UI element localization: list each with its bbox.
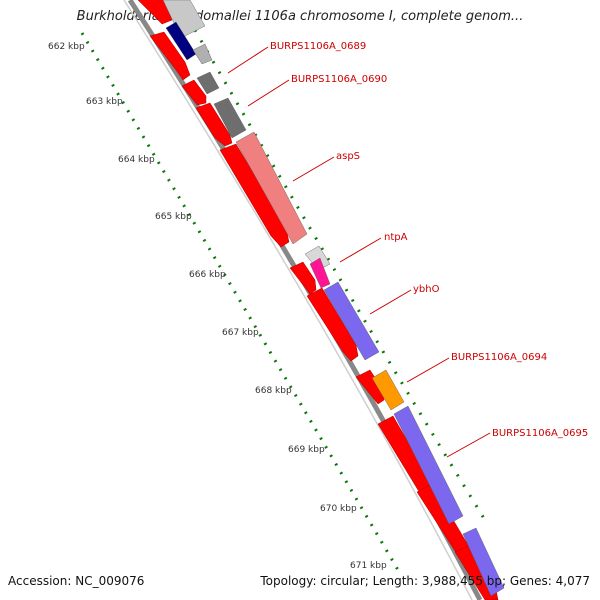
cds-feature[interactable] xyxy=(137,0,173,25)
cds-feature[interactable] xyxy=(289,261,317,295)
tick-label: 669 kbp xyxy=(288,445,325,455)
gene-label[interactable]: BURPS1106A_0695 xyxy=(492,428,588,439)
accession-label: Accession: NC_009076 xyxy=(8,574,145,588)
tick-label: 667 kbp xyxy=(222,328,259,338)
gene-label[interactable]: ybhO xyxy=(413,284,440,295)
cds-track-outer xyxy=(162,0,505,597)
tick-layer: 662 kbp 663 kbp 664 kbp 665 kbp 666 kbp … xyxy=(48,29,487,571)
cds-feature[interactable] xyxy=(462,527,505,597)
cds-feature[interactable] xyxy=(323,281,380,361)
cds-feature[interactable] xyxy=(192,43,213,65)
label-leader xyxy=(227,46,269,74)
label-leader xyxy=(369,289,412,315)
cds-feature[interactable] xyxy=(371,369,405,411)
cds-feature[interactable] xyxy=(306,287,359,362)
label-leader xyxy=(446,432,491,458)
backbone-inner xyxy=(123,0,473,600)
cds-feature[interactable] xyxy=(219,143,290,248)
tick-label: 670 kbp xyxy=(320,504,357,514)
cds-feature[interactable] xyxy=(181,79,207,106)
label-leader xyxy=(406,357,450,383)
cds-feature[interactable] xyxy=(309,257,331,289)
gene-label[interactable]: BURPS1106A_0690 xyxy=(291,74,387,85)
tick-label: 668 kbp xyxy=(255,386,292,396)
tick-label: 662 kbp xyxy=(48,42,85,52)
backbone-outer xyxy=(127,0,483,600)
cds-feature[interactable] xyxy=(213,97,247,139)
cds-feature[interactable] xyxy=(235,131,308,245)
gene-label[interactable]: BURPS1106A_0689 xyxy=(270,41,366,52)
tick-label: 664 kbp xyxy=(118,155,155,165)
gene-label[interactable]: aspS xyxy=(336,151,360,162)
gene-labels: BURPS1106A_0689 BURPS1106A_0690 aspS ntp… xyxy=(227,41,588,458)
tick-label: 671 kbp xyxy=(350,561,387,571)
tick-outer-line xyxy=(193,29,487,521)
gene-label[interactable]: ntpA xyxy=(384,232,408,243)
label-leader xyxy=(292,156,335,182)
cds-feature[interactable] xyxy=(195,102,233,147)
cds-feature[interactable] xyxy=(149,31,191,81)
genome-stats: Topology: circular; Length: 3,988,455 bp… xyxy=(260,574,590,588)
tick-label: 666 kbp xyxy=(189,270,226,280)
tick-scale-line xyxy=(80,32,400,571)
tick-label: 663 kbp xyxy=(86,97,123,107)
tick-label: 665 kbp xyxy=(155,212,192,222)
cds-feature[interactable] xyxy=(196,71,220,95)
label-leader xyxy=(247,79,290,107)
cds-track-red xyxy=(137,0,499,600)
label-leader xyxy=(339,237,382,263)
gene-label[interactable]: BURPS1106A_0694 xyxy=(451,352,547,363)
cds-feature[interactable] xyxy=(393,405,464,525)
